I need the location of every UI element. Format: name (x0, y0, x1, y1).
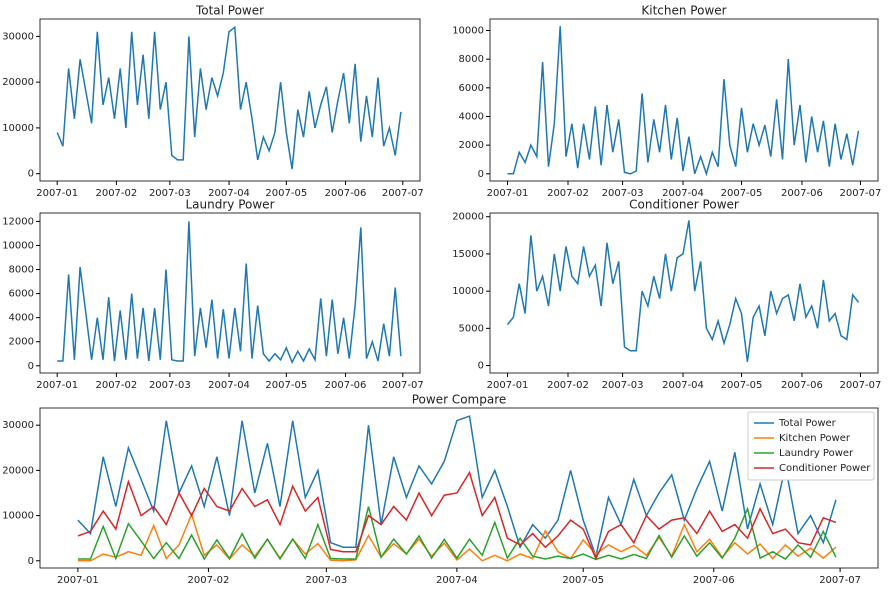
x-tick-label: 2007-02 (95, 380, 137, 391)
x-tick-label: 2007-02 (547, 188, 589, 199)
y-tick-label: 4000 (459, 111, 484, 122)
x-tick-label: 2007-07 (840, 188, 882, 199)
y-tick-label: 0 (28, 361, 34, 372)
y-tick-label: 20000 (2, 465, 34, 476)
x-tick-label: 2007-07 (382, 188, 424, 199)
x-tick-label: 2007-01 (36, 380, 78, 391)
chart-title: Kitchen Power (641, 4, 726, 18)
x-tick-label: 2007-05 (265, 380, 307, 391)
plot-frame (489, 18, 879, 182)
plot-frame (489, 212, 879, 374)
x-tick-label: 2007-04 (208, 380, 250, 391)
x-tick-label: 2007-05 (721, 380, 763, 391)
chart-title: Power Compare (412, 393, 507, 407)
chart-title: Total Power (195, 4, 264, 18)
x-tick-label: 2007-05 (265, 188, 307, 199)
legend-label[interactable]: Kitchen Power (779, 433, 851, 444)
y-tick-label: 20000 (452, 212, 484, 223)
series-line (77, 511, 837, 562)
plot-frame (39, 407, 879, 569)
x-tick-label: 2007-05 (562, 575, 604, 586)
legend-label[interactable]: Conditioner Power (779, 463, 871, 474)
x-tick-label: 2007-05 (721, 188, 763, 199)
series-line (77, 415, 837, 559)
series-line (77, 506, 837, 561)
y-tick-label: 0 (28, 556, 34, 567)
x-tick-label: 2007-01 (487, 188, 529, 199)
y-tick-label: 2000 (9, 337, 34, 348)
legend-box (747, 411, 875, 481)
y-tick-label: 10000 (2, 511, 34, 522)
y-tick-label: 8000 (459, 54, 484, 65)
x-tick-label: 2007-04 (662, 188, 704, 199)
legend-label[interactable]: Laundry Power (779, 448, 854, 459)
series-line (57, 221, 402, 364)
y-tick-label: 30000 (2, 420, 34, 431)
x-tick-label: 2007-01 (487, 380, 529, 391)
x-tick-label: 2007-01 (36, 188, 78, 199)
y-tick-label: 0 (478, 169, 484, 180)
chart-title: Laundry Power (186, 198, 275, 212)
series-line (507, 26, 860, 177)
x-tick-label: 2007-02 (95, 188, 137, 199)
x-tick-label: 2007-06 (693, 575, 735, 586)
y-tick-label: 4000 (9, 313, 34, 324)
y-tick-label: 20000 (2, 77, 34, 88)
x-tick-label: 2007-03 (602, 188, 644, 199)
x-tick-label: 2007-04 (436, 575, 478, 586)
series-line (56, 25, 402, 170)
series-line (77, 470, 837, 561)
chart-title: Conditioner Power (629, 198, 739, 212)
y-tick-label: 5000 (459, 323, 484, 334)
legend-label[interactable]: Total Power (778, 418, 837, 429)
x-tick-label: 2007-06 (325, 380, 367, 391)
x-tick-label: 2007-02 (188, 575, 230, 586)
y-tick-label: 0 (478, 361, 484, 372)
y-tick-label: 15000 (452, 249, 484, 260)
y-tick-label: 2000 (459, 140, 484, 151)
x-tick-label: 2007-06 (781, 188, 823, 199)
y-tick-label: 10000 (452, 286, 484, 297)
x-tick-label: 2007-03 (149, 188, 191, 199)
x-tick-label: 2007-03 (149, 380, 191, 391)
x-tick-label: 2007-06 (781, 380, 823, 391)
x-tick-label: 2007-02 (547, 380, 589, 391)
x-tick-label: 2007-04 (208, 188, 250, 199)
x-tick-label: 2007-06 (325, 188, 367, 199)
y-tick-label: 0 (28, 169, 34, 180)
x-tick-label: 2007-01 (57, 575, 99, 586)
x-tick-label: 2007-07 (840, 380, 882, 391)
y-tick-label: 10000 (452, 25, 484, 36)
plot-frame (39, 18, 421, 182)
y-tick-label: 10000 (2, 240, 34, 251)
y-tick-label: 12000 (2, 216, 34, 227)
plot-frame (39, 212, 421, 374)
series-line (506, 220, 860, 362)
y-tick-label: 6000 (9, 289, 34, 300)
x-tick-label: 2007-03 (305, 575, 347, 586)
y-tick-label: 30000 (2, 31, 34, 42)
y-tick-label: 8000 (9, 265, 34, 276)
y-tick-label: 10000 (2, 123, 34, 134)
y-tick-label: 6000 (459, 83, 484, 94)
x-tick-label: 2007-03 (602, 380, 644, 391)
x-tick-label: 2007-04 (662, 380, 704, 391)
x-tick-label: 2007-07 (819, 575, 861, 586)
x-tick-label: 2007-07 (382, 380, 424, 391)
